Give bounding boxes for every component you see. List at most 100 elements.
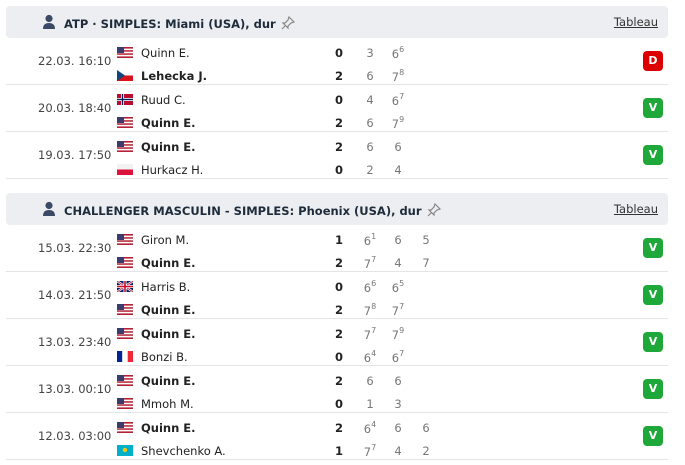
total-score: 2 [334, 374, 343, 388]
person-icon [42, 201, 56, 219]
games: 4 [394, 444, 402, 458]
match-row[interactable]: 19.03. 17:50 Quinn E. 2 6 6 Hurkacz H. 0 2 4 V [6, 132, 668, 179]
pin-button[interactable] [276, 15, 296, 31]
games: 6 [366, 140, 374, 154]
standings-link[interactable]: Tableau [613, 202, 658, 216]
flag-icon [117, 234, 133, 245]
result-badge: V [643, 379, 663, 399]
games: 7 [363, 256, 372, 271]
result-badge: V [643, 98, 663, 118]
games: 2 [366, 163, 374, 177]
games: 6 [394, 233, 402, 247]
player-name: Ruud C. [141, 93, 186, 107]
player-name: Quinn E. [141, 327, 196, 341]
total-score: 2 [334, 303, 343, 317]
tiebreak: 6 [371, 279, 377, 288]
result-badge: V [643, 332, 663, 352]
games: 6 [394, 421, 402, 435]
set-score: 61 [360, 232, 380, 248]
set-score: 6 [388, 233, 408, 247]
flag-icon [117, 351, 133, 362]
set-score: 78 [360, 302, 380, 318]
set-score: 6 [416, 421, 436, 435]
flag [117, 422, 133, 436]
player-name: Harris B. [141, 280, 191, 294]
set-score: 7 [416, 256, 436, 270]
flag [117, 375, 133, 389]
set-score: 6 [360, 140, 380, 154]
flag [117, 398, 133, 412]
games: 4 [394, 163, 402, 177]
match-row[interactable]: 13.03. 23:40 Quinn E. 2 77 79 Bonzi B. 0 64 67 V [6, 319, 668, 366]
flag-icon [117, 141, 133, 152]
player-name: Bonzi B. [141, 350, 188, 364]
total-score: 0 [334, 280, 343, 294]
set-score: 66 [388, 45, 408, 61]
games: 6 [394, 374, 402, 388]
match-row[interactable]: 15.03. 22:30 Giron M. 1 61 6 5 Quinn E. 2 77 4 7 V [6, 225, 668, 272]
flag [117, 304, 133, 318]
games: 7 [391, 303, 400, 318]
total-score: 0 [334, 46, 343, 60]
player-name: Quinn E. [141, 303, 196, 317]
flag [117, 164, 133, 178]
games: 6 [366, 69, 374, 83]
flag [116, 280, 134, 295]
games: 7 [363, 444, 372, 459]
tiebreak: 1 [371, 232, 377, 241]
games: 2 [422, 444, 430, 458]
player-name: Shevchenko A. [141, 444, 226, 458]
player-name: Quinn E. [141, 256, 196, 270]
standings-link[interactable]: Tableau [613, 15, 658, 29]
games: 6 [391, 46, 400, 61]
player-name: Hurkacz H. [141, 163, 204, 177]
match-date: 20.03. 18:40 [38, 101, 112, 115]
set-score: 77 [360, 255, 380, 271]
set-score: 6 [388, 140, 408, 154]
match-date: 12.03. 03:00 [38, 429, 112, 443]
set-score: 3 [360, 46, 380, 60]
games: 4 [366, 93, 374, 107]
flag-icon [116, 280, 134, 293]
total-score: 2 [334, 140, 343, 154]
result-badge: V [643, 238, 663, 258]
total-score: 0 [334, 350, 343, 364]
tiebreak: 9 [399, 115, 405, 124]
flag [117, 70, 133, 84]
games: 6 [363, 233, 372, 248]
games: 3 [366, 46, 374, 60]
match-row[interactable]: 14.03. 21:50 Harris B. 0 66 65 Quinn E. 2 78 77 V [6, 272, 668, 319]
tiebreak: 4 [371, 420, 377, 429]
match-row[interactable]: 22.03. 16:10 Quinn E. 0 3 66 Lehecka J. 2 6 78 D [6, 38, 668, 85]
games: 6 [391, 280, 400, 295]
set-score: 3 [388, 397, 408, 411]
player-name: Quinn E. [141, 140, 196, 154]
player-name: Quinn E. [141, 374, 196, 388]
match-row[interactable]: 20.03. 18:40 Ruud C. 0 4 67 Quinn E. 2 6 79 V [6, 85, 668, 132]
section-header: CHALLENGER MASCULIN - SIMPLES: Phoenix (… [6, 193, 668, 225]
pin-button[interactable] [422, 202, 442, 218]
total-score: 1 [334, 233, 343, 247]
tiebreak: 7 [371, 326, 377, 335]
match-row[interactable]: 12.03. 03:00 Quinn E. 2 64 6 6 Shevchenko A. 1 7… [6, 413, 668, 460]
games: 6 [394, 140, 402, 154]
flag [117, 257, 133, 271]
player-name: Mmoh M. [141, 397, 194, 411]
set-score: 78 [388, 68, 408, 84]
section-header: ATP · SIMPLES: Miami (USA), dur Tableau [6, 6, 668, 38]
flag-icon [117, 94, 133, 105]
set-score: 4 [388, 163, 408, 177]
match-date: 22.03. 16:10 [38, 54, 112, 68]
games: 6 [391, 93, 400, 108]
result-badge: D [643, 51, 663, 71]
match-row[interactable]: 13.03. 00:10 Quinn E. 2 6 6 Mmoh M. 0 1 3 V [6, 366, 668, 413]
games: 7 [391, 327, 400, 342]
flag [117, 117, 133, 131]
set-score: 79 [388, 115, 408, 131]
set-score: 6 [360, 69, 380, 83]
set-score: 4 [388, 444, 408, 458]
set-score: 66 [360, 279, 380, 295]
flag-icon [117, 117, 133, 128]
set-score: 79 [388, 326, 408, 342]
